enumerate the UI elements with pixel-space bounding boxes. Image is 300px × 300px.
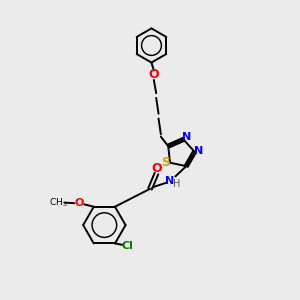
Text: O: O <box>74 198 84 208</box>
Text: O: O <box>148 68 159 81</box>
Text: O: O <box>151 162 162 175</box>
Text: S: S <box>161 156 170 169</box>
Text: N: N <box>165 176 175 187</box>
Text: H: H <box>173 179 180 189</box>
Text: N: N <box>182 132 192 142</box>
Text: Cl: Cl <box>122 241 133 251</box>
Text: CH$_3$: CH$_3$ <box>49 196 67 209</box>
Text: N: N <box>194 146 204 156</box>
